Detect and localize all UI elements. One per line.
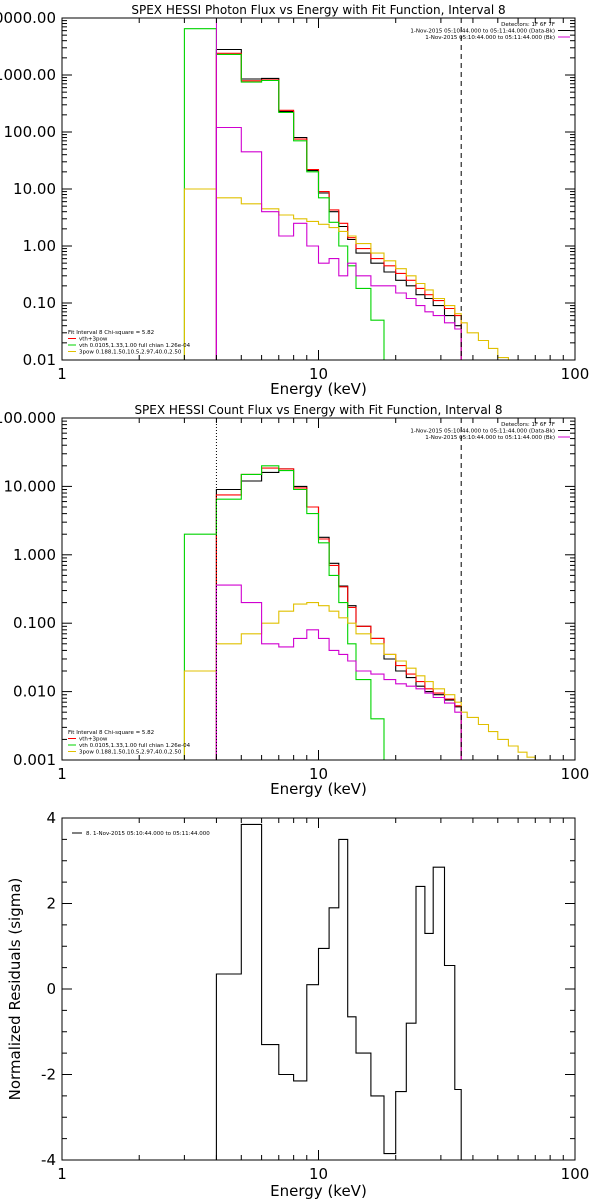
y-tick-label: 1000.00	[0, 66, 56, 84]
y-tick-label: 0.001	[13, 751, 56, 769]
legend-bottom-left: Fit Interval 8 Chi-square = 5.82vth+3pow…	[68, 330, 191, 356]
x-axis-label: Energy (keV)	[270, 780, 367, 798]
series-line-black	[215, 823, 462, 1160]
legend-entry: Fit Interval 8 Chi-square = 5.82	[68, 330, 154, 336]
y-tick-label: 0.010	[13, 683, 56, 701]
y-tick-label: 10000.00	[0, 9, 56, 27]
legend-entry: 1-Nov-2015 05:10:44.000 to 05:11:44.000 …	[410, 429, 555, 435]
series-line-black	[215, 48, 462, 360]
legend-entry: 1-Nov-2015 05:10:44.000 to 05:11:44.000 …	[425, 35, 555, 41]
y-tick-label: 2	[46, 895, 56, 913]
legend-entry: Fit Interval 8 Chi-square = 5.82	[68, 730, 154, 736]
legend-entry: vth 0.0105,1.33,1.00 full chian 1.26e-04	[79, 743, 191, 749]
x-tick-label: 10	[309, 765, 328, 783]
y-tick-label: 0	[46, 980, 56, 998]
x-tick-label: 1	[57, 1165, 67, 1183]
x-tick-label: 100	[561, 765, 590, 783]
legend-entry: vth+3pow	[79, 337, 108, 343]
y-axis-label: Normalized Residuals (sigma)	[6, 878, 24, 1101]
y-tick-label: 1.000	[13, 546, 56, 564]
legend-entry: vth+3pow	[79, 737, 108, 743]
x-tick-label: 10	[309, 1165, 328, 1183]
chart-panel-1: SPEX HESSI Photon Flux vs Energy with Fi…	[0, 3, 589, 398]
y-tick-label: -2	[41, 1066, 56, 1084]
y-tick-label: 100.00	[4, 123, 57, 141]
series-line-red	[215, 52, 462, 360]
plot-frame	[61, 417, 576, 761]
chart-panel-2: SPEX HESSI Count Flux vs Energy with Fit…	[0, 403, 589, 798]
legend-entry: 1-Nov-2015 05:10:44.000 to 05:11:44.000 …	[425, 435, 555, 441]
legend-entry: 3pow 0.188,1.50,10.5,2.97,40.0,2.50	[79, 750, 182, 756]
legend-top-left: 8. 1-Nov-2015 05:10:44.000 to 05:11:44.0…	[72, 831, 210, 837]
chart-panel-3: 1 10 100 Energy (keV) -4 -2 0 2 4 Normalized Resi…	[6, 809, 589, 1200]
y-tick-label: 1.00	[23, 237, 56, 255]
legend-entry: 3pow 0.188,1.50,10.5,2.97,40.0,2.50	[79, 350, 182, 356]
series-group	[183, 465, 536, 760]
series-line-yellow	[183, 188, 509, 360]
legend-entry: 8. 1-Nov-2015 05:10:44.000 to 05:11:44.0…	[86, 831, 210, 837]
series-line-yellow	[183, 602, 536, 760]
y-tick-label: 10.000	[4, 477, 57, 495]
y-tick-label: -4	[41, 1151, 56, 1169]
y-tick-label: 4	[46, 809, 56, 827]
series-group	[183, 28, 509, 360]
x-axis-label: Energy (keV)	[270, 380, 367, 398]
series-line-green	[183, 28, 397, 360]
x-tick-label: 100	[561, 365, 590, 383]
y-tick-label: 100.000	[0, 409, 56, 427]
series-group	[215, 823, 462, 1160]
chart-title: SPEX HESSI Count Flux vs Energy with Fit…	[134, 403, 502, 417]
legend-bottom-left: Fit Interval 8 Chi-square = 5.82vth+3pow…	[68, 730, 191, 756]
plot-frame	[61, 817, 576, 1161]
y-tick-label: 0.10	[23, 294, 56, 312]
legend-top-right: Detectors: 1F 6F 7F1-Nov-2015 05:10:44.0…	[410, 22, 570, 41]
x-tick-label: 1	[57, 365, 67, 383]
y-tick-label: 10.00	[13, 180, 56, 198]
x-tick-label: 1	[57, 765, 67, 783]
legend-entry: vth 0.0105,1.33,1.00 full chian 1.26e-04	[79, 343, 191, 349]
chart-title: SPEX HESSI Photon Flux vs Energy with Fi…	[131, 3, 505, 17]
series-line-green	[183, 465, 397, 760]
x-axis-label: Energy (keV)	[270, 1182, 367, 1200]
series-line-magenta	[215, 584, 462, 760]
x-tick-label: 100	[561, 1165, 590, 1183]
y-tick-label: 0.100	[13, 614, 56, 632]
x-tick-label: 10	[309, 365, 328, 383]
legend-top-right: Detectors: 1F 6F 7F1-Nov-2015 05:10:44.0…	[410, 422, 570, 441]
series-line-magenta	[215, 126, 462, 360]
legend-entry: Detectors: 1F 6F 7F	[501, 22, 555, 28]
legend-entry: 1-Nov-2015 05:10:44.000 to 05:11:44.000 …	[410, 29, 555, 35]
y-tick-label: 0.01	[23, 351, 56, 369]
legend-entry: Detectors: 1F 6F 7F	[501, 422, 555, 428]
